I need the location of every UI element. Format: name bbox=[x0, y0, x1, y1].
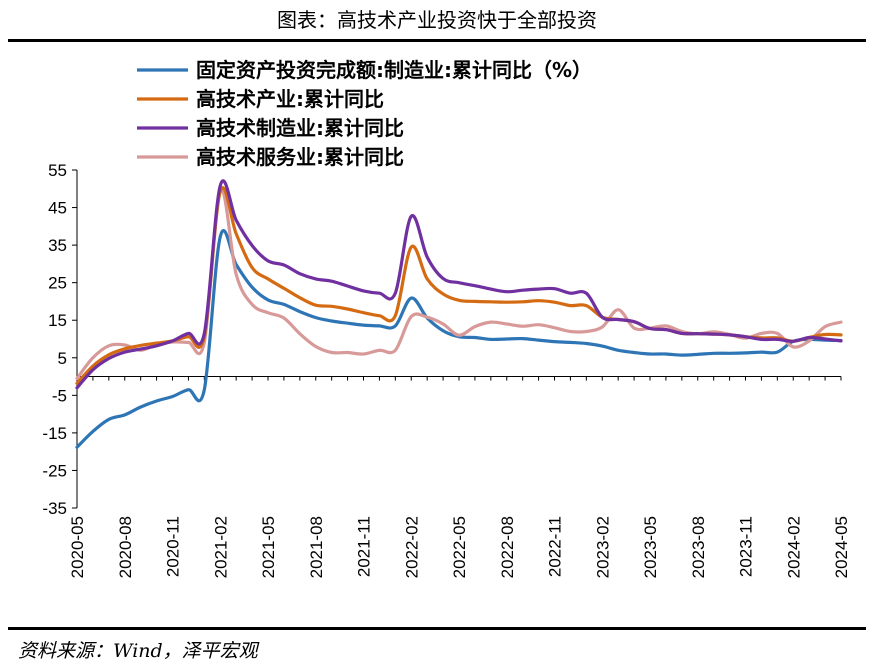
x-tick-label: 2024-05 bbox=[832, 516, 851, 578]
x-tick-label: 2023-05 bbox=[641, 516, 660, 578]
bottom-rule bbox=[8, 627, 866, 630]
x-tick-label: 2022-02 bbox=[402, 516, 421, 578]
x-tick-label: 2021-02 bbox=[211, 516, 230, 578]
series-line-3 bbox=[75, 179, 843, 390]
x-tick-label: 2020-11 bbox=[164, 516, 183, 577]
top-rule bbox=[8, 39, 866, 42]
y-tick-label: 45 bbox=[48, 199, 67, 218]
x-tick-label: 2021-05 bbox=[259, 516, 278, 578]
x-tick-label: 2022-08 bbox=[498, 516, 517, 578]
y-axis: 55 45 35 25 15 5 -5 -15 -25 -35 bbox=[42, 161, 78, 518]
y-tick-label: -15 bbox=[42, 424, 67, 443]
x-tick-label: 2024-02 bbox=[784, 516, 803, 578]
x-tick-label: 2023-08 bbox=[689, 516, 708, 578]
legend-label: 高技术服务业:累计同比 bbox=[196, 145, 404, 169]
y-tick-label: 5 bbox=[58, 349, 67, 368]
y-tick-label: -35 bbox=[42, 499, 67, 518]
legend-label: 高技术产业:累计同比 bbox=[196, 87, 384, 111]
source-note: 资料来源：Wind，泽平宏观 bbox=[18, 640, 258, 662]
y-tick-label: -5 bbox=[52, 386, 67, 405]
x-axis: 2020-05 2020-08 2020-11 2021-02 2021-05 2021-… bbox=[68, 376, 851, 578]
x-tick-label: 2020-08 bbox=[116, 516, 135, 578]
y-tick-label: 55 bbox=[48, 161, 67, 180]
legend: 固定资产投资完成额:制造业:累计同比（%） 高技术产业:累计同比高技术制造业:累计… bbox=[137, 58, 592, 169]
x-tick-label: 2020-05 bbox=[68, 516, 87, 578]
series-lines bbox=[75, 179, 843, 449]
legend-label: 固定资产投资完成额:制造业:累计同比（%） bbox=[196, 58, 592, 82]
x-tick-label: 2023-02 bbox=[593, 516, 612, 578]
x-tick-label: 2022-05 bbox=[450, 516, 469, 578]
x-tick-label: 2023-11 bbox=[737, 516, 756, 577]
y-tick-label: -25 bbox=[42, 461, 67, 480]
series-line-1 bbox=[75, 229, 843, 449]
x-tick-label: 2021-08 bbox=[307, 516, 326, 578]
y-tick-label: 15 bbox=[48, 311, 67, 330]
y-tick-label: 35 bbox=[48, 236, 67, 255]
x-tick-label: 2021-11 bbox=[355, 516, 374, 577]
chart-title: 图表：高技术产业投资快于全部投资 bbox=[277, 8, 597, 32]
y-tick-label: 25 bbox=[48, 274, 67, 293]
legend-label: 高技术制造业:累计同比 bbox=[196, 116, 404, 140]
x-tick-label: 2022-11 bbox=[546, 516, 565, 577]
